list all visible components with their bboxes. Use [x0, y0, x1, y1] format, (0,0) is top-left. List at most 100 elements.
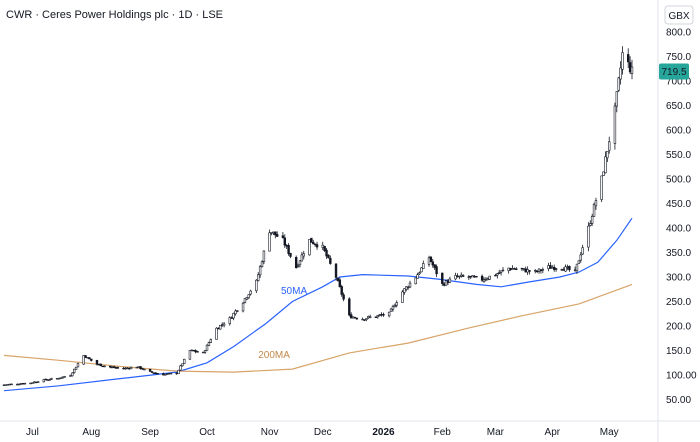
candle-body: [361, 318, 364, 321]
candle-body: [342, 294, 345, 300]
candle-body: [8, 383, 11, 386]
candle-body: [129, 366, 133, 370]
y-tick-label: 200.0: [666, 322, 691, 333]
candle-body: [59, 377, 63, 379]
candle-body: [232, 313, 235, 319]
candle-body: [249, 290, 252, 295]
x-tick-label: Dec: [314, 427, 332, 438]
candle-body: [97, 363, 101, 366]
candle-body: [507, 267, 510, 271]
candle-body: [458, 275, 461, 278]
candle-body: [456, 275, 459, 278]
candle-body: [405, 286, 408, 290]
candle-body: [575, 263, 579, 272]
candle-body: [511, 268, 514, 270]
candle-body: [363, 319, 366, 321]
candle-body: [429, 256, 433, 262]
candle-body: [63, 376, 66, 378]
candle-body: [325, 249, 328, 257]
candle-body: [617, 77, 620, 91]
candle-body: [243, 298, 247, 303]
candle-body: [69, 375, 72, 377]
candle-body: [188, 350, 192, 360]
candle-body: [50, 378, 53, 380]
candle-body: [628, 62, 632, 73]
candle-body: [587, 225, 590, 248]
candle-body: [589, 223, 592, 226]
candle-body: [630, 66, 634, 74]
candle-body: [177, 369, 180, 375]
candle-body: [148, 368, 152, 372]
candle-body: [581, 247, 584, 255]
candle-body: [313, 243, 317, 246]
candle-body: [553, 266, 556, 270]
y-tick-label: 300.0: [666, 273, 691, 284]
price-axis[interactable]: 50.00 100.00 150.0 200.0 250.0 300.0 350.0 400.…: [666, 28, 697, 407]
y-tick-label: 650.0: [666, 101, 691, 112]
candle-body: [367, 316, 370, 319]
candle-body: [112, 366, 116, 368]
candle-body: [368, 316, 372, 318]
last-price-value: 719.5: [661, 67, 686, 78]
y-tick-label: 750.0: [666, 52, 691, 63]
candle-body: [29, 382, 32, 385]
candle-body: [10, 383, 13, 386]
candle-body: [116, 367, 120, 369]
currency-label: GBX: [668, 11, 689, 22]
candle-body: [17, 383, 21, 386]
currency-button[interactable]: GBX: [664, 5, 694, 25]
candle-body: [255, 279, 258, 292]
candle-body: [460, 274, 463, 277]
y-tick-label: 700.0: [666, 77, 691, 88]
candle-body: [431, 261, 434, 266]
candle-body: [137, 366, 140, 368]
x-tick-label: Mar: [487, 427, 505, 438]
candle-body: [435, 266, 438, 275]
candle-body: [122, 367, 125, 370]
candle-body: [473, 276, 476, 278]
candle-body: [135, 366, 139, 369]
candle-body: [590, 215, 594, 224]
candle-body: [608, 141, 611, 151]
ma50-label: 50MA: [281, 286, 307, 297]
candle-body: [535, 270, 539, 273]
candle-body: [272, 231, 275, 234]
candle-body: [403, 288, 406, 293]
time-axis[interactable]: Jul Aug Sep Oct Nov Dec 2026 Feb Mar Apr May: [26, 427, 619, 438]
x-tick-label: Apr: [545, 427, 561, 438]
candle-body: [534, 270, 537, 272]
candle-body: [35, 381, 38, 384]
candle-body: [165, 373, 169, 375]
candle-body: [4, 384, 8, 386]
candle-body: [520, 267, 524, 270]
candle-body: [564, 266, 567, 272]
candle-body: [454, 275, 457, 280]
candle-body: [86, 357, 89, 359]
candle-body: [418, 272, 421, 275]
candle-body: [245, 297, 249, 300]
candle-body: [36, 381, 40, 383]
candle-body: [82, 355, 85, 365]
x-tick-label: Nov: [261, 427, 279, 438]
candle-body: [99, 363, 102, 367]
candle-body: [209, 339, 213, 343]
candle-body: [340, 286, 343, 295]
candle-body: [621, 52, 624, 70]
candle-body: [44, 378, 47, 381]
candle-body: [323, 245, 326, 252]
candle-body: [469, 275, 472, 278]
candle-body: [395, 302, 398, 306]
y-tick-label: 150.0: [666, 346, 691, 357]
candle-body: [48, 379, 51, 381]
candle-body: [154, 372, 157, 375]
candle-body: [57, 378, 61, 380]
y-tick-label: 600.0: [666, 126, 691, 137]
last-price-badge: 719.5: [659, 63, 689, 80]
ma200-label: 200MA: [258, 350, 290, 361]
candle-body: [203, 350, 207, 353]
candle-body: [175, 372, 178, 375]
y-tick-label: 350.0: [666, 248, 691, 259]
candle-body: [258, 266, 262, 276]
